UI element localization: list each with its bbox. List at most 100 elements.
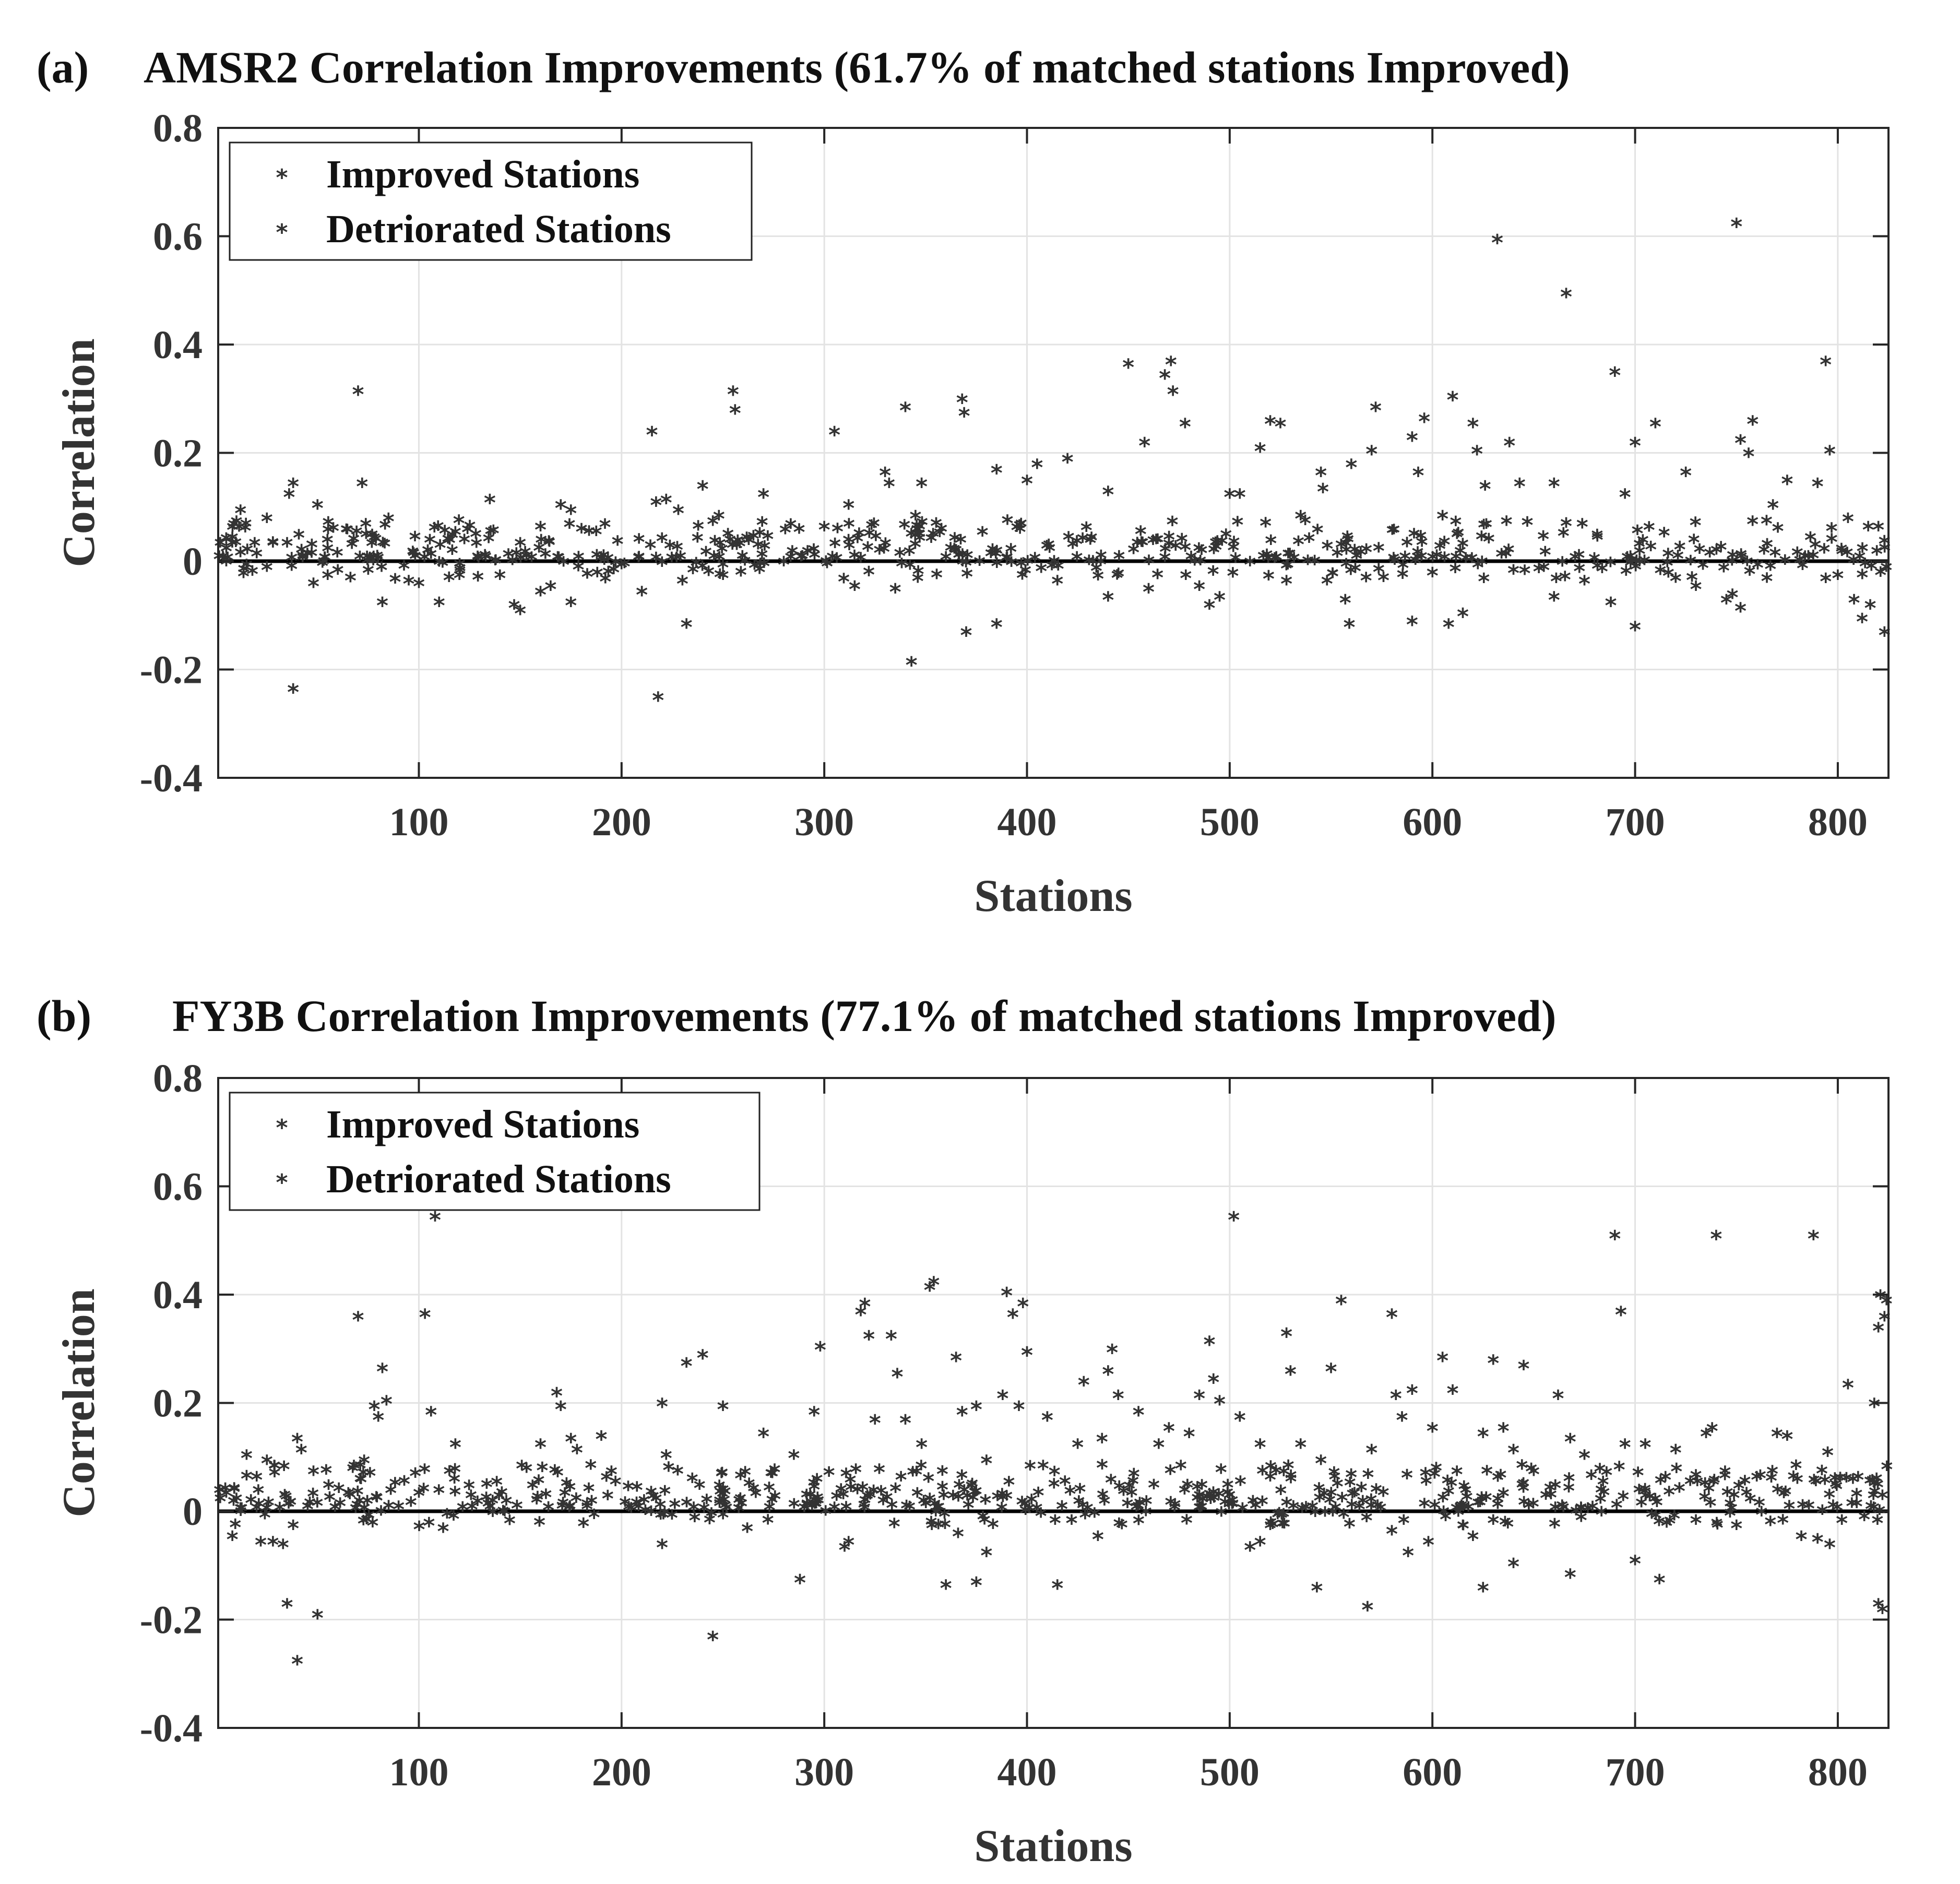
deteriorated-point: * (707, 1627, 719, 1653)
chart-title: AMSR2 Correlation Improvements (61.7% of… (144, 42, 1570, 92)
improved-point: * (714, 1493, 726, 1520)
improved-point: * (950, 540, 962, 566)
deteriorated-point: * (490, 550, 502, 577)
deteriorated-point: * (1282, 555, 1294, 582)
improved-point: * (883, 473, 895, 500)
deteriorated-point: * (1507, 560, 1519, 587)
improved-point: * (1221, 1483, 1233, 1509)
improved-point: * (1183, 1424, 1195, 1450)
improved-point: * (735, 1494, 747, 1520)
improved-point: * (233, 517, 245, 543)
improved-point: * (1691, 1472, 1703, 1498)
deteriorated-point: * (960, 553, 972, 579)
deteriorated-point: * (454, 554, 466, 580)
improved-point: * (1478, 515, 1490, 541)
deteriorated-point: * (676, 571, 688, 598)
improved-point: * (312, 495, 324, 522)
improved-point: * (1744, 1489, 1756, 1515)
improved-point: * (1847, 1470, 1859, 1496)
improved-point: * (1649, 414, 1661, 441)
improved-point: * (909, 534, 921, 561)
improved-point: * (1131, 532, 1143, 559)
improved-point: * (389, 1473, 401, 1499)
improved-point: * (241, 540, 253, 566)
deteriorated-point: * (1339, 590, 1351, 617)
deteriorated-point: * (973, 551, 985, 578)
deteriorated-point: * (656, 1534, 668, 1561)
deteriorated-point: * (322, 565, 334, 592)
improved-point: * (631, 1477, 643, 1503)
deteriorated-point: * (1443, 614, 1455, 641)
improved-point: * (1698, 1487, 1710, 1513)
improved-point: * (1481, 1461, 1493, 1487)
deteriorated-point: * (1051, 1575, 1063, 1602)
improved-point: * (1179, 414, 1191, 441)
deteriorated-point: * (443, 567, 455, 594)
improved-point: * (797, 546, 809, 573)
y-tick-label: 0.6 (153, 215, 203, 259)
legend: * Improved Stations * Detriorated Stations (229, 141, 753, 261)
improved-point: * (1126, 1483, 1138, 1509)
improved-point: * (503, 544, 515, 571)
improved-point: * (1185, 547, 1197, 573)
improved-point: * (1454, 541, 1466, 568)
improved-point: * (1467, 414, 1479, 441)
improved-point: * (865, 515, 877, 542)
improved-point: * (515, 548, 527, 574)
improved-point: * (1609, 362, 1621, 389)
improved-point: * (571, 1440, 583, 1466)
improved-point: * (1595, 1479, 1607, 1506)
improved-point: * (1228, 532, 1240, 559)
deteriorated-point: * (1311, 1578, 1323, 1604)
improved-point: * (424, 530, 436, 556)
deteriorated-point: * (1724, 1503, 1736, 1530)
improved-point: * (1735, 430, 1747, 457)
improved-point: * (466, 1497, 478, 1523)
improved-point: * (307, 1461, 319, 1488)
improved-point: * (1803, 1496, 1815, 1522)
improved-point: * (281, 533, 293, 560)
improved-point: * (1211, 531, 1223, 558)
improved-point: * (924, 1277, 936, 1304)
improved-point: * (1436, 506, 1448, 532)
deteriorated-point: * (619, 554, 631, 580)
improved-point: * (1808, 1226, 1820, 1252)
deteriorated-point: * (1457, 1516, 1469, 1543)
deteriorated-point: * (690, 553, 702, 579)
deteriorated-point: * (717, 565, 729, 592)
improved-point: * (645, 1482, 657, 1508)
improved-point: * (1418, 408, 1430, 435)
panel-label: (a) (37, 42, 89, 92)
improved-point: * (1260, 513, 1272, 539)
improved-point: * (996, 1385, 1008, 1412)
improved-point: * (470, 533, 482, 560)
improved-point: * (722, 524, 734, 550)
improved-point: * (1807, 546, 1819, 572)
improved-point: * (895, 1467, 907, 1494)
improved-point: * (353, 1491, 365, 1518)
deteriorated-point: * (1046, 556, 1058, 583)
improved-point: * (873, 540, 885, 567)
improved-point: * (829, 534, 841, 560)
improved-point: * (807, 539, 819, 566)
improved-point: * (261, 1451, 273, 1477)
improved-point: * (716, 539, 728, 566)
improved-point: * (555, 1396, 567, 1423)
deteriorated-point: * (957, 552, 969, 578)
improved-point: * (1791, 1469, 1803, 1496)
deteriorated-point: * (1684, 551, 1696, 577)
deteriorated-point: * (1111, 565, 1123, 591)
deteriorated-point: * (1112, 564, 1124, 590)
deteriorated-point: * (1207, 561, 1219, 588)
improved-point: * (842, 495, 854, 522)
improved-point: * (573, 547, 585, 574)
improved-point: * (692, 516, 704, 543)
improved-point: * (1278, 1462, 1290, 1488)
improved-point: * (762, 526, 774, 553)
improved-point: * (1306, 1496, 1318, 1523)
deteriorated-point: * (1519, 561, 1531, 587)
improved-point: * (1312, 520, 1324, 547)
improved-point: * (1043, 538, 1055, 565)
deteriorated-point: * (1564, 1565, 1576, 1591)
improved-point: * (1704, 543, 1716, 570)
